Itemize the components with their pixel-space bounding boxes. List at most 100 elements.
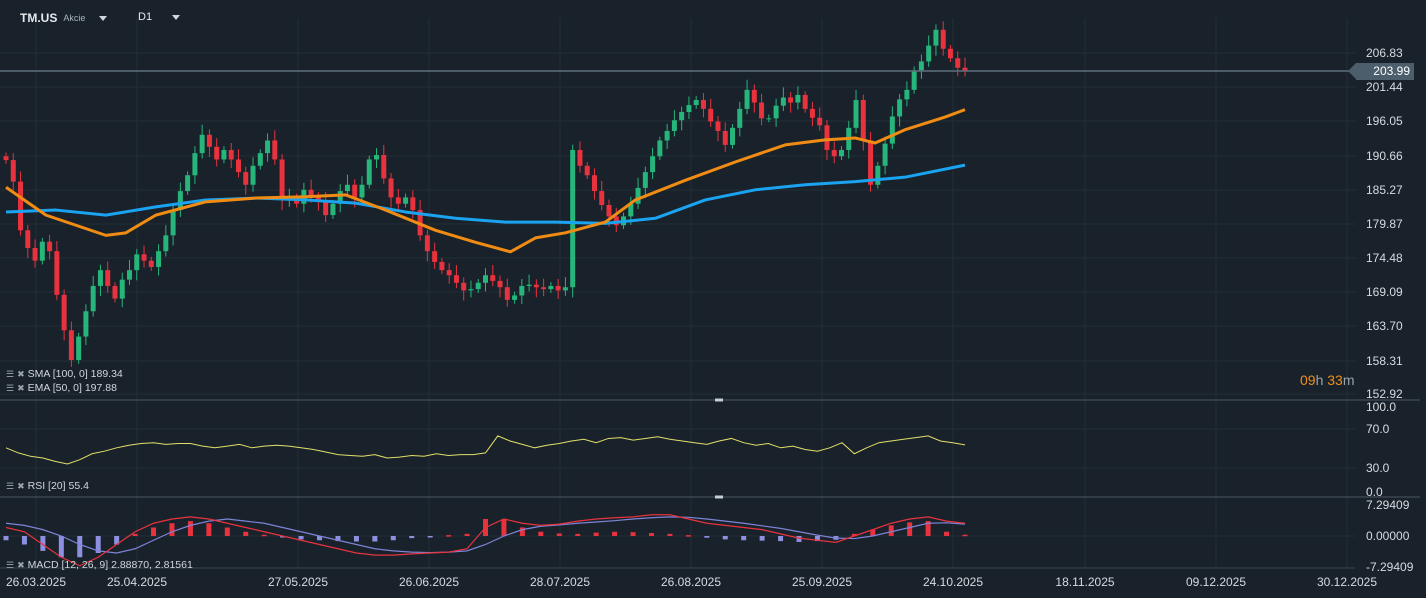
candle <box>221 146 227 164</box>
macd-histogram-bar <box>464 533 470 536</box>
candle-body <box>788 97 794 103</box>
date-axis-label: 26.08.2025 <box>660 575 722 589</box>
close-icon[interactable]: ✖ <box>17 368 25 379</box>
candle <box>90 275 96 317</box>
candle-body <box>693 99 699 106</box>
candle-body <box>795 94 801 103</box>
candle <box>926 35 932 67</box>
candle <box>548 282 554 293</box>
candle-body <box>366 159 372 185</box>
rsi-axis-label: 30.0 <box>1366 461 1390 475</box>
candle <box>163 225 169 257</box>
settings-icon[interactable]: ☰ <box>6 480 15 491</box>
candle <box>112 282 118 303</box>
candle-body <box>519 285 525 296</box>
candle-body <box>105 270 111 286</box>
panel-resize-handle[interactable] <box>715 398 723 402</box>
date-axis-label: 25.04.2025 <box>106 575 168 589</box>
candle-body <box>933 29 939 46</box>
candle <box>105 261 111 293</box>
macd-histogram-bar <box>95 536 101 554</box>
candle-body <box>235 159 241 173</box>
candle <box>875 161 881 189</box>
candle <box>344 174 350 197</box>
candle <box>185 171 191 195</box>
chevron-down-icon <box>99 15 108 21</box>
candle <box>962 57 968 77</box>
symbol-selector[interactable]: TM.US Akcie <box>20 11 108 25</box>
settings-icon[interactable]: ☰ <box>6 382 15 393</box>
sma-legend[interactable]: ☰ ✖ SMA [100, 0] 189.34 <box>6 368 123 380</box>
candle <box>947 44 953 63</box>
candle <box>141 245 147 268</box>
price-axis-label: 174.48 <box>1366 251 1403 265</box>
macd-histogram-bar <box>280 536 286 538</box>
candle <box>61 289 67 341</box>
settings-icon[interactable]: ☰ <box>6 368 15 379</box>
candle <box>39 237 45 265</box>
candle <box>584 161 590 180</box>
rsi-legend[interactable]: ☰ ✖ RSI [20] 55.4 <box>6 480 89 492</box>
candle <box>10 153 16 191</box>
price-axis-label: 196.05 <box>1366 114 1403 128</box>
candle-body <box>47 241 53 252</box>
macd-histogram-bar <box>796 536 802 542</box>
candle-body <box>599 191 605 205</box>
candle-body <box>730 127 736 145</box>
ema-line <box>5 108 966 254</box>
macd-histogram-bar <box>851 533 857 536</box>
macd-histogram-bar <box>132 533 138 536</box>
candle-body <box>192 153 198 176</box>
macd-histogram-bar <box>667 533 673 536</box>
macd-histogram-bar <box>3 536 9 541</box>
countdown-h-unit: h <box>1315 372 1324 388</box>
candle <box>381 144 387 184</box>
sma-line <box>5 163 966 225</box>
candle <box>97 264 103 297</box>
candle <box>809 101 815 127</box>
candle <box>555 279 561 299</box>
candle <box>519 279 525 304</box>
close-icon[interactable]: ✖ <box>17 559 25 570</box>
candle <box>853 89 859 134</box>
close-icon[interactable]: ✖ <box>17 382 25 393</box>
date-axis-label: 24.10.2025 <box>922 575 984 589</box>
candle <box>940 21 946 56</box>
candle-body <box>461 282 467 291</box>
candle-body <box>221 149 227 160</box>
macd-histogram-bar <box>390 536 396 541</box>
sma-label: SMA [100, 0] 189.34 <box>27 368 123 380</box>
candle-body <box>838 149 844 157</box>
date-axis-label: 25.09.2025 <box>791 575 853 589</box>
candle <box>817 107 823 131</box>
rsi-label: RSI [20] 55.4 <box>27 480 89 492</box>
instrument-type: Akcie <box>63 13 86 23</box>
candle-body <box>388 178 394 198</box>
close-icon[interactable]: ✖ <box>17 480 25 491</box>
panel-resize-handle[interactable] <box>715 495 723 499</box>
macd-legend[interactable]: ☰ ✖ MACD [12, 26, 9] 2.88870, 2.81561 <box>6 559 193 571</box>
candle <box>788 92 794 113</box>
date-axis-label: 28.07.2025 <box>529 575 591 589</box>
candle-body <box>584 165 590 176</box>
candle <box>497 275 503 298</box>
candle <box>483 268 488 292</box>
candle <box>737 101 743 137</box>
candle <box>933 24 939 56</box>
timeframe-selector[interactable]: D1 <box>138 11 181 23</box>
macd-histogram-bar <box>814 536 820 542</box>
candle-body <box>650 156 656 173</box>
candle-body <box>453 275 459 283</box>
macd-axis-label: -7.29409 <box>1366 560 1414 574</box>
candle <box>199 124 205 159</box>
rsi-axis-label: 100.0 <box>1366 400 1397 414</box>
candle <box>417 199 423 241</box>
candle-body <box>148 260 154 267</box>
candle-body <box>671 120 677 131</box>
candle-body <box>773 105 779 119</box>
macd-histogram-bar <box>427 536 433 538</box>
macd-histogram-bar <box>630 532 636 536</box>
settings-icon[interactable]: ☰ <box>6 559 15 570</box>
ema-legend[interactable]: ☰ ✖ EMA [50, 0] 197.88 <box>6 382 117 394</box>
